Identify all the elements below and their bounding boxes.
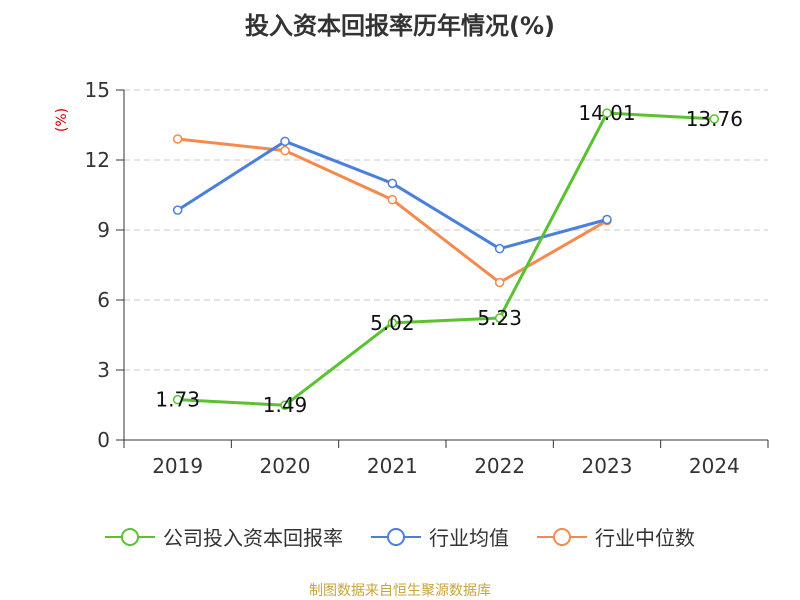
axes: 0 3 6 9 12 15 2019 2020 2021 2022 2023 2024 (85, 78, 769, 478)
data-point (280, 145, 290, 156)
x-tick-label: 2021 (367, 454, 418, 478)
legend-marker-industry-avg (371, 527, 421, 546)
data-point (494, 243, 505, 254)
data-point (494, 313, 505, 323)
data-label: 1.73 (155, 388, 200, 412)
data-label: 5.23 (477, 306, 522, 330)
legend-marker-company (105, 527, 155, 546)
data-point (602, 108, 612, 118)
data-point (494, 277, 505, 288)
y-tick-label: 3 (97, 358, 110, 382)
data-point (280, 400, 290, 410)
data-point (387, 194, 398, 205)
data-label: 13.76 (686, 107, 743, 131)
data-label: 1.49 (263, 393, 308, 417)
data-label: 14.01 (578, 101, 635, 125)
chart-title: 投入资本回报率历年情况(%) (245, 12, 555, 40)
x-tick-label: 2019 (152, 454, 203, 478)
series-lines (172, 108, 720, 410)
y-tick-label: 6 (97, 288, 110, 312)
data-point (387, 178, 398, 189)
y-tick-label: 12 (85, 148, 110, 172)
data-point (602, 214, 612, 225)
data-point (387, 318, 398, 328)
legend: 公司投入资本回报率 行业均值 行业中位数 (0, 522, 800, 551)
grid-lines (124, 89, 768, 371)
legend-item-company[interactable]: 公司投入资本回报率 (105, 522, 343, 551)
series-line (177, 111, 715, 407)
data-label: 5.02 (370, 311, 415, 335)
series-line (177, 137, 608, 284)
x-tick-label: 2020 (260, 454, 311, 478)
data-point (280, 136, 290, 147)
legend-label-industry-median: 行业中位数 (595, 526, 695, 550)
legend-item-industry-median[interactable]: 行业中位数 (537, 522, 695, 551)
y-tick-label: 9 (97, 218, 110, 242)
x-tick-label: 2024 (689, 454, 740, 478)
y-tick-label: 0 (97, 428, 110, 452)
x-tick-label: 2023 (582, 454, 633, 478)
data-point (172, 205, 183, 215)
data-point (709, 114, 720, 124)
y-tick-label: 15 (85, 78, 110, 102)
data-point (172, 134, 183, 144)
line-chart: 0 3 6 9 12 15 2019 2020 2021 2022 2023 2024 1.73 1.4… (85, 78, 769, 478)
legend-item-industry-avg[interactable]: 行业均值 (371, 522, 509, 551)
x-tick-label: 2022 (474, 454, 525, 478)
data-labels: 1.73 1.49 5.02 5.23 14.01 13.76 (155, 101, 743, 417)
legend-label-company: 公司投入资本回报率 (163, 526, 343, 550)
legend-marker-industry-median (537, 527, 587, 546)
legend-label-industry-avg: 行业均值 (429, 526, 509, 550)
source-note: 制图数据来自恒生聚源数据库 (309, 583, 491, 599)
data-point (172, 394, 183, 405)
